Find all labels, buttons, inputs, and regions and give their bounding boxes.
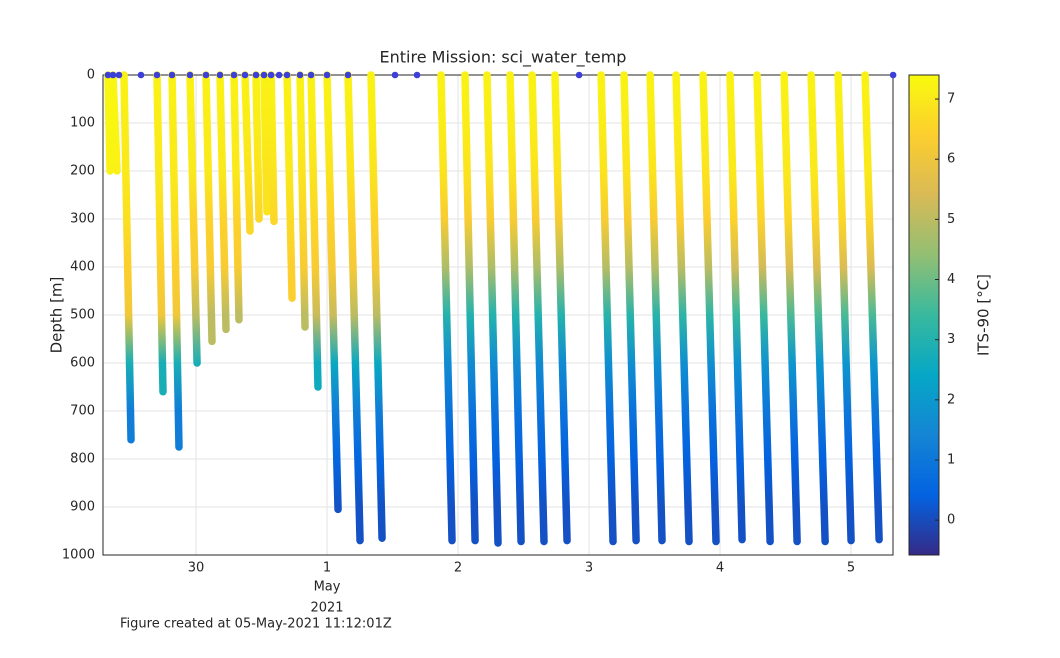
- x-tick-label: 1: [323, 561, 331, 576]
- dive-profile: [699, 71, 720, 546]
- colorbar: [908, 74, 940, 556]
- y-tick-label: 0: [87, 68, 95, 83]
- plot-frame: [102, 74, 894, 556]
- dive-profile: [646, 71, 666, 545]
- surface-point: [202, 71, 210, 79]
- surface-point: [889, 71, 897, 79]
- colorbar-tick-label: 0: [947, 513, 955, 528]
- dive-profile: [834, 71, 855, 545]
- surface-point: [168, 71, 176, 79]
- y-tick-label: 100: [70, 116, 95, 131]
- colorbar-tick-label: 6: [947, 152, 955, 167]
- surface-point: [260, 71, 268, 79]
- x-tick-label: 5: [847, 561, 855, 576]
- dive-profile: [260, 71, 271, 216]
- y-axis-label: Depth [m]: [48, 277, 66, 354]
- dive-profile: [753, 71, 774, 546]
- dive-profile: [528, 71, 548, 546]
- dive-profile: [344, 71, 364, 545]
- y-tick-label: 1000: [62, 548, 95, 563]
- surface-point: [153, 71, 161, 79]
- dive-profile: [367, 71, 386, 542]
- y-tick-label: 200: [70, 164, 95, 179]
- dive-profile: [483, 71, 502, 547]
- surface-point: [275, 71, 283, 79]
- dive-profile: [780, 71, 801, 546]
- colorbar-tick-label: 3: [947, 332, 955, 347]
- dive-profile: [726, 71, 746, 544]
- dive-profile: [168, 71, 183, 451]
- x-month-label: May: [314, 580, 341, 595]
- dive-profile: [153, 71, 167, 396]
- surface-point: [230, 71, 238, 79]
- surface-point: [241, 71, 249, 79]
- dive-profile: [597, 71, 617, 546]
- dive-profile: [461, 71, 479, 545]
- surface-point: [296, 71, 304, 79]
- x-year-label: 2021: [310, 601, 343, 616]
- colorbar-tick-label: 4: [947, 272, 955, 287]
- x-tick-label: 30: [188, 561, 205, 576]
- surface-point: [252, 71, 260, 79]
- x-tick-label: 3: [585, 561, 593, 576]
- y-tick-label: 900: [70, 500, 95, 515]
- dive-profile: [252, 71, 263, 223]
- colorbar-tick-label: 7: [947, 92, 955, 107]
- surface-point: [344, 71, 352, 79]
- surface-point: [104, 71, 112, 79]
- dive-profile: [120, 71, 135, 444]
- dive-profile: [551, 71, 571, 545]
- surface-point: [109, 71, 117, 79]
- dive-profile: [672, 71, 693, 546]
- footer: Figure created at 05-May-2021 11:12:01Z: [120, 617, 392, 632]
- dive-profile: [230, 71, 243, 324]
- dive-profile: [861, 71, 883, 544]
- dive-profile: [807, 71, 829, 546]
- dive-profile: [620, 71, 640, 545]
- dive-profile: [104, 71, 114, 175]
- dive-profile: [323, 71, 342, 514]
- dive-profile: [241, 71, 254, 235]
- surface-point: [267, 71, 275, 79]
- y-tick-label: 500: [70, 308, 95, 323]
- surface-point: [391, 71, 399, 79]
- surface-point: [413, 71, 421, 79]
- colorbar-tick-label: 5: [947, 212, 955, 227]
- surface-point: [575, 71, 583, 79]
- colorbar-label: ITS-90 [°C]: [975, 274, 993, 356]
- dive-profile: [283, 71, 296, 302]
- surface-point: [307, 71, 315, 79]
- dive-profile: [186, 71, 201, 367]
- surface-point: [323, 71, 331, 79]
- y-tick-label: 700: [70, 404, 95, 419]
- dive-profile: [437, 71, 456, 545]
- colorbar-tick-label: 2: [947, 392, 955, 407]
- dive-profile: [109, 71, 121, 175]
- x-tick-label: 4: [716, 561, 724, 576]
- surface-point: [137, 71, 145, 79]
- dive-profile: [307, 71, 322, 391]
- dive-profile: [216, 71, 230, 334]
- y-tick-label: 600: [70, 356, 95, 371]
- y-tick-label: 300: [70, 212, 95, 227]
- dive-profile: [267, 71, 278, 226]
- colorbar-tick-label: 1: [947, 452, 955, 467]
- dive-profile: [202, 71, 216, 346]
- surface-point: [186, 71, 194, 79]
- dive-profile: [296, 71, 309, 331]
- y-tick-label: 800: [70, 452, 95, 467]
- y-tick-label: 400: [70, 260, 95, 275]
- dive-profile: [506, 71, 525, 546]
- x-tick-label: 2: [454, 561, 462, 576]
- chart-title: Entire Mission: sci_water_temp: [380, 48, 627, 68]
- surface-point: [283, 71, 291, 79]
- surface-point: [216, 71, 224, 79]
- surface-point: [115, 71, 123, 79]
